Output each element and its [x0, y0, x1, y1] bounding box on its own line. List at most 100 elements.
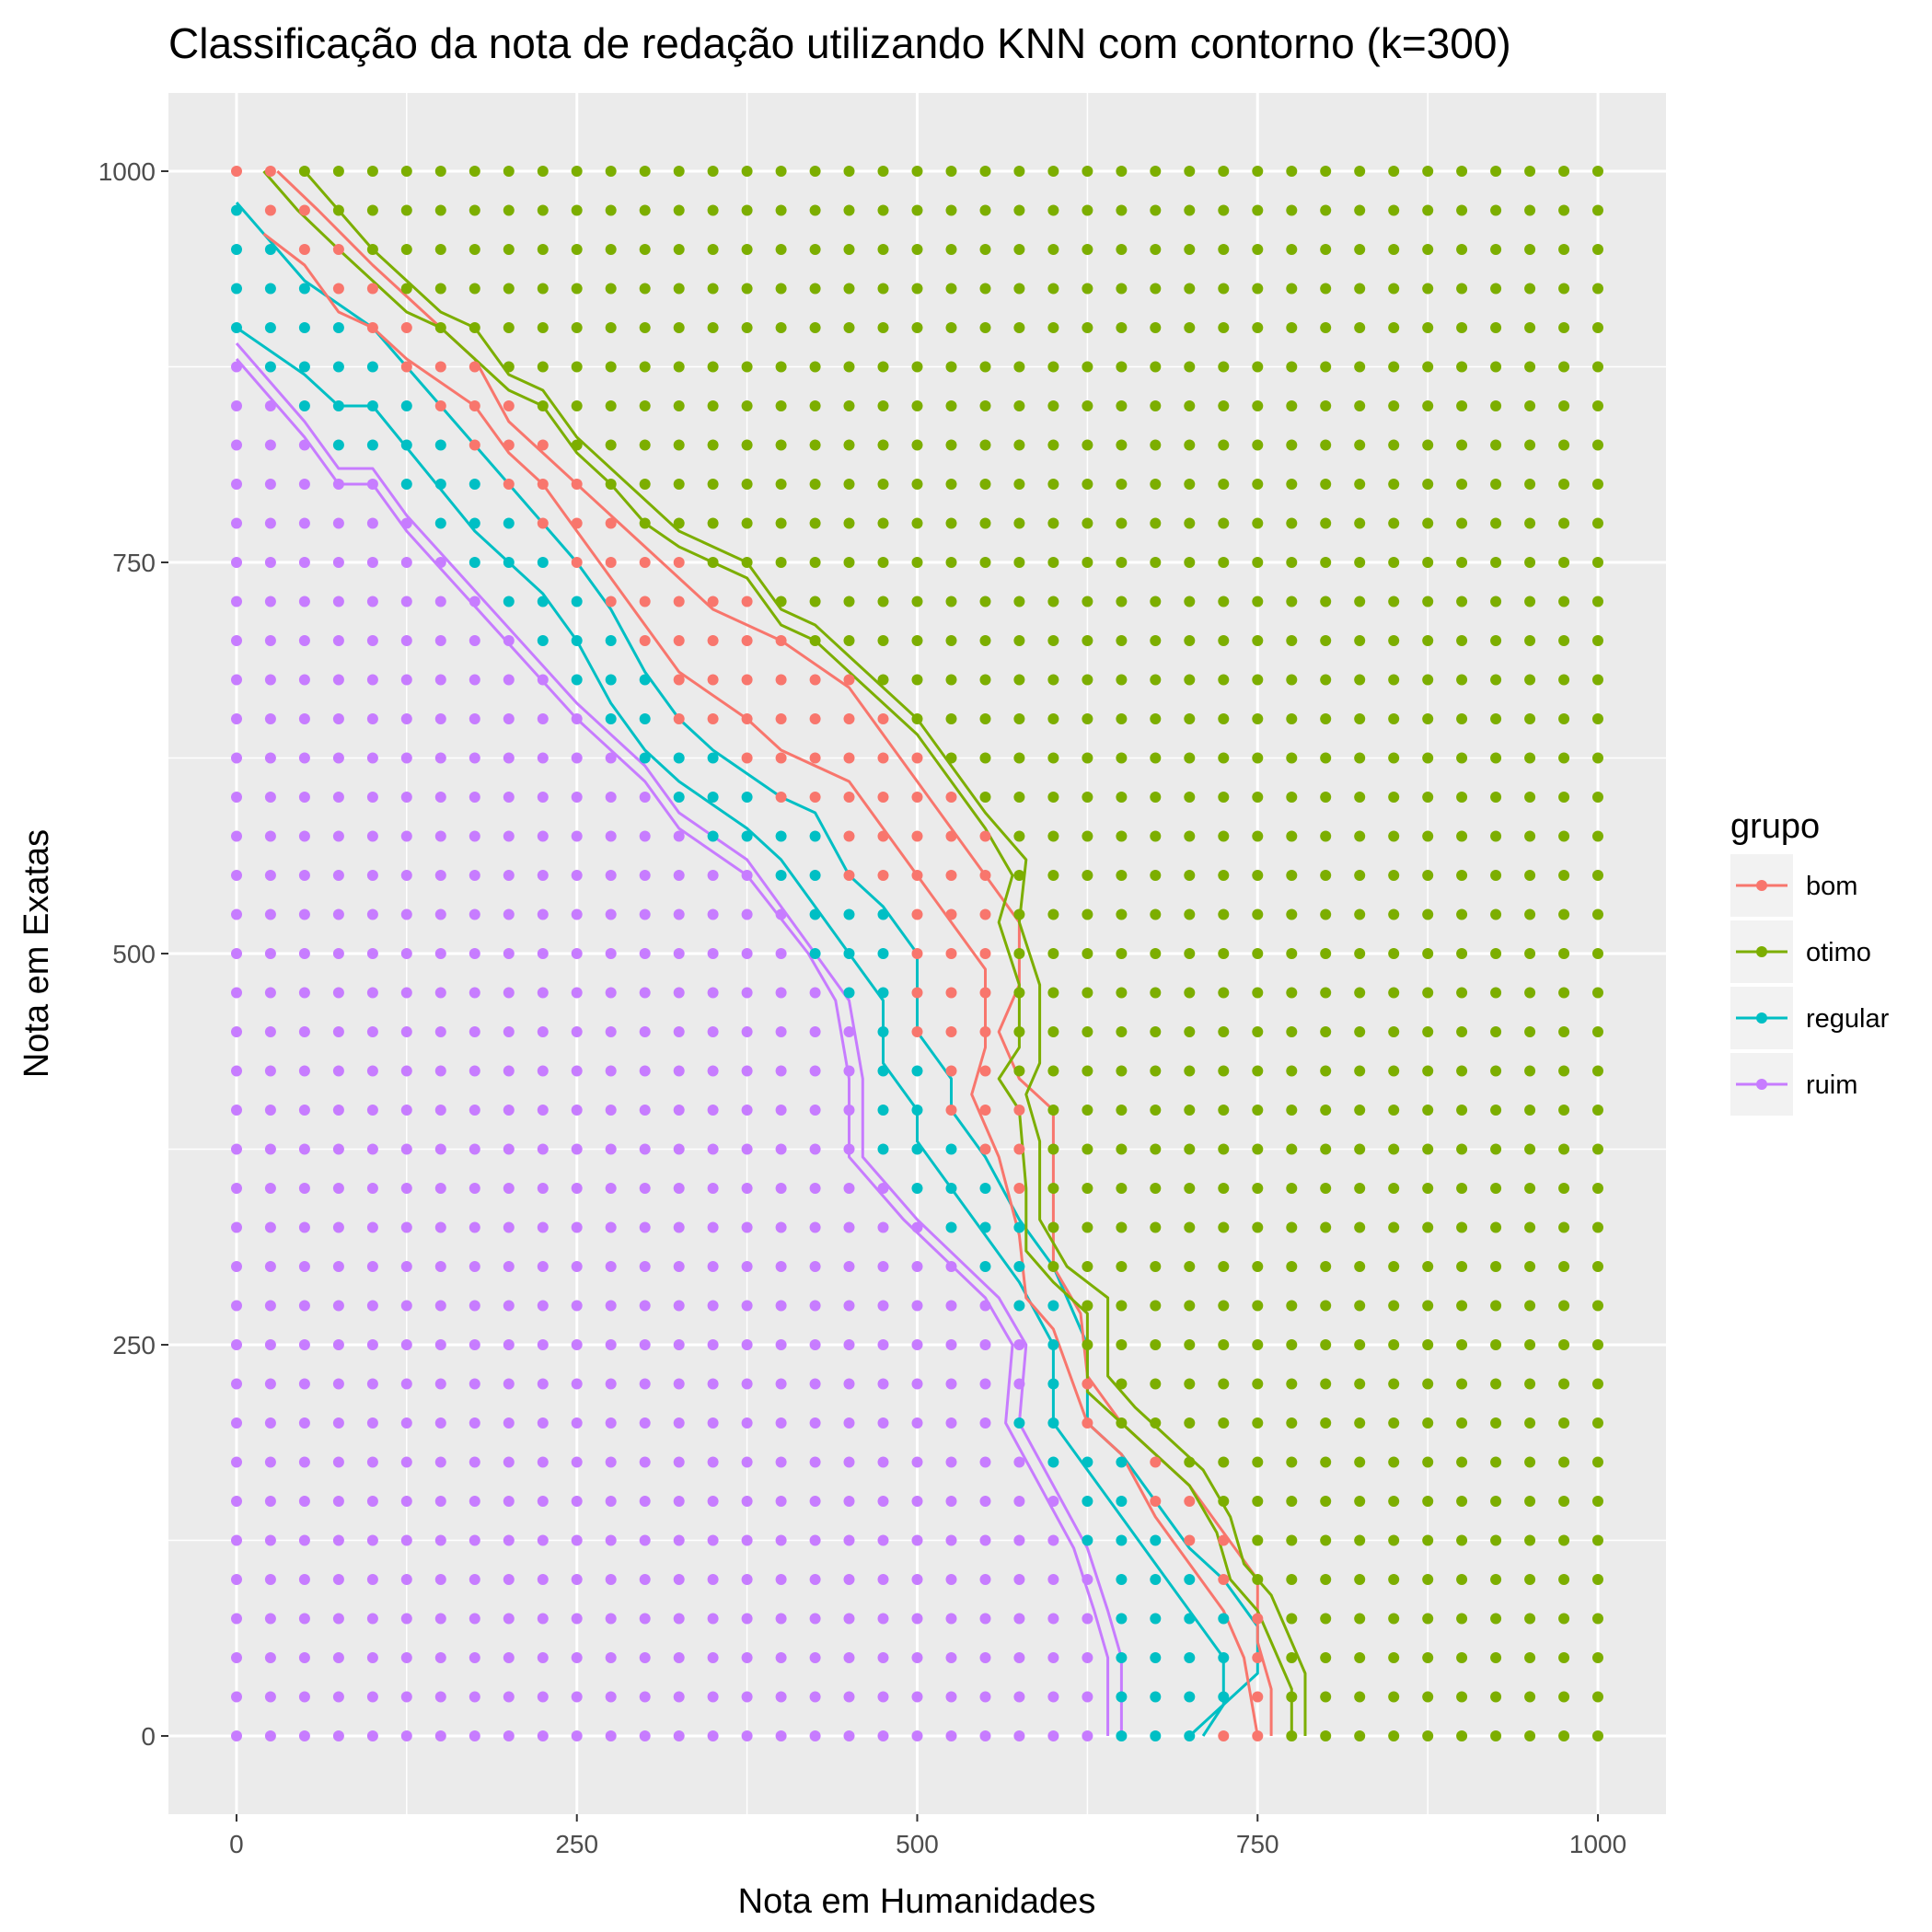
- point-otimo: [1388, 557, 1400, 568]
- point-otimo: [400, 244, 412, 255]
- point-otimo: [1524, 1496, 1536, 1507]
- point-otimo: [1218, 948, 1230, 959]
- point-otimo: [332, 204, 344, 216]
- point-otimo: [1558, 1613, 1570, 1625]
- point-otimo: [1218, 713, 1230, 724]
- point-ruim: [979, 1456, 991, 1468]
- point-otimo: [979, 517, 991, 529]
- point-otimo: [1218, 479, 1230, 490]
- point-ruim: [400, 1691, 412, 1703]
- point-ruim: [434, 908, 446, 920]
- point-otimo: [537, 204, 549, 216]
- point-ruim: [741, 1221, 753, 1233]
- point-otimo: [1320, 1261, 1332, 1272]
- point-otimo: [707, 166, 719, 177]
- point-otimo: [1047, 635, 1059, 646]
- point-otimo: [1456, 1730, 1468, 1741]
- point-ruim: [434, 1456, 446, 1468]
- point-otimo: [469, 283, 480, 295]
- point-ruim: [707, 1456, 719, 1468]
- point-otimo: [1320, 1065, 1332, 1077]
- point-otimo: [1592, 1143, 1603, 1155]
- point-ruim: [264, 1456, 276, 1468]
- point-regular: [979, 1261, 991, 1272]
- point-ruim: [843, 1143, 855, 1155]
- point-otimo: [1116, 752, 1128, 764]
- point-otimo: [741, 557, 753, 568]
- point-otimo: [1184, 479, 1196, 490]
- point-ruim: [298, 830, 310, 842]
- point-ruim: [434, 870, 446, 881]
- point-otimo: [741, 400, 753, 411]
- point-ruim: [605, 1691, 617, 1703]
- point-regular: [877, 1143, 889, 1155]
- point-ruim: [298, 1339, 310, 1350]
- point-otimo: [1422, 1574, 1434, 1585]
- point-ruim: [605, 1417, 617, 1429]
- point-otimo: [1354, 1730, 1366, 1741]
- point-otimo: [1558, 244, 1570, 255]
- point-otimo: [1047, 596, 1059, 607]
- point-otimo: [1116, 244, 1128, 255]
- point-ruim: [298, 1221, 310, 1233]
- point-ruim: [264, 1339, 276, 1350]
- point-otimo: [945, 439, 957, 451]
- point-ruim: [843, 1730, 855, 1741]
- point-ruim: [775, 1261, 787, 1272]
- point-ruim: [707, 1378, 719, 1390]
- point-otimo: [1490, 1378, 1502, 1390]
- point-otimo: [1388, 517, 1400, 529]
- point-otimo: [1320, 1221, 1332, 1233]
- point-ruim: [1082, 1691, 1093, 1703]
- point-bom: [945, 1026, 957, 1037]
- point-otimo: [945, 674, 957, 686]
- point-ruim: [673, 1574, 685, 1585]
- point-regular: [1116, 1456, 1128, 1468]
- point-ruim: [775, 1378, 787, 1390]
- point-otimo: [1013, 830, 1025, 842]
- point-ruim: [503, 1065, 515, 1077]
- point-otimo: [1082, 283, 1093, 295]
- point-regular: [1116, 1613, 1128, 1625]
- point-otimo: [1388, 1065, 1400, 1077]
- point-otimo: [434, 166, 446, 177]
- point-ruim: [571, 870, 583, 881]
- point-otimo: [571, 244, 583, 255]
- point-otimo: [605, 361, 617, 373]
- point-otimo: [843, 596, 855, 607]
- point-regular: [332, 322, 344, 333]
- point-otimo: [673, 204, 685, 216]
- point-ruim: [911, 1613, 923, 1625]
- point-otimo: [1082, 752, 1093, 764]
- point-regular: [605, 635, 617, 646]
- point-otimo: [639, 361, 651, 373]
- point-bom: [979, 1065, 991, 1077]
- point-ruim: [605, 1221, 617, 1233]
- point-otimo: [945, 283, 957, 295]
- point-ruim: [537, 1534, 549, 1546]
- point-regular: [503, 557, 515, 568]
- point-ruim: [1013, 1574, 1025, 1585]
- point-otimo: [1082, 1183, 1093, 1194]
- point-otimo: [1388, 792, 1400, 803]
- point-otimo: [1116, 830, 1128, 842]
- point-otimo: [605, 166, 617, 177]
- point-otimo: [1592, 1534, 1603, 1546]
- point-otimo: [1252, 1026, 1264, 1037]
- point-otimo: [1320, 166, 1332, 177]
- point-otimo: [1116, 674, 1128, 686]
- point-otimo: [1286, 1613, 1298, 1625]
- point-ruim: [707, 1574, 719, 1585]
- point-ruim: [231, 1378, 242, 1390]
- point-otimo: [1388, 1613, 1400, 1625]
- point-ruim: [741, 1574, 753, 1585]
- point-ruim: [741, 1534, 753, 1546]
- point-bom: [979, 1026, 991, 1037]
- point-otimo: [945, 166, 957, 177]
- point-otimo: [1320, 1417, 1332, 1429]
- point-otimo: [1286, 244, 1298, 255]
- x-tick-label: 1000: [1569, 1830, 1626, 1858]
- point-ruim: [639, 1221, 651, 1233]
- point-ruim: [673, 1378, 685, 1390]
- point-ruim: [264, 400, 276, 411]
